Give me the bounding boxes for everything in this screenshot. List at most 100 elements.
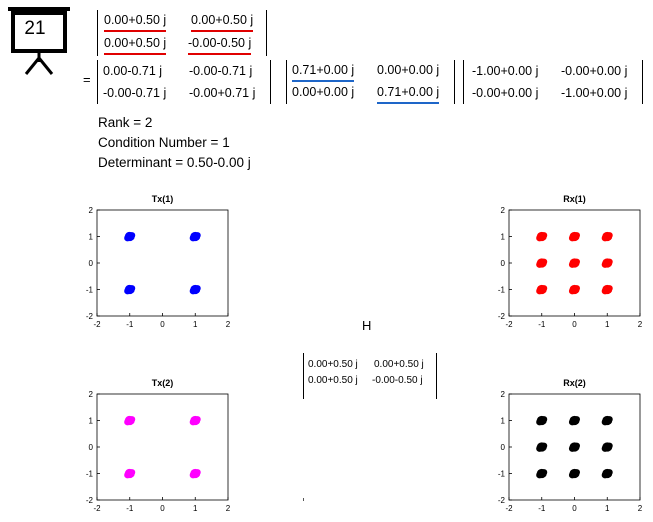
- matrix-cell: 0.00+0.50 j: [374, 359, 424, 370]
- y-tick-label: -2: [86, 496, 94, 505]
- channel-label: H: [362, 318, 372, 333]
- scatter-point: [573, 258, 580, 265]
- scatter-point: [128, 285, 136, 292]
- scatter-point-cluster: [568, 284, 580, 295]
- y-tick-label: 0: [501, 443, 506, 452]
- scatter-plot-tx2: Tx(2) -2 -1 0 1 2 -2 -1 0 1 2: [86, 378, 231, 513]
- scatter-plot-rx2: Rx(2) -2 -1 0 1 2 -2 -1 0 1 2: [498, 378, 643, 513]
- y-tick-label: 1: [89, 417, 94, 426]
- y-tick-label: -1: [498, 470, 506, 479]
- scatter-point: [540, 285, 548, 292]
- y-tick-label: 0: [501, 259, 506, 268]
- scatter-point-cluster: [536, 258, 548, 268]
- matrix-s: 0.71+0.00 j 0.00+0.00 j 0.00+0.00 j 0.71…: [286, 60, 455, 104]
- y-tick-label: 2: [89, 390, 94, 399]
- scatter-point-cluster: [601, 284, 613, 295]
- equals-sign: =: [83, 72, 91, 87]
- matrix-cell: 0.00+0.00 j: [292, 85, 355, 99]
- scatter-point-cluster: [189, 415, 201, 426]
- scatter-point-cluster: [601, 468, 613, 479]
- y-tick-label: 1: [501, 233, 506, 242]
- scatter-point: [573, 232, 580, 239]
- matrix-cell: -1.00+0.00 j: [472, 64, 539, 78]
- scatter-point-cluster: [536, 284, 548, 295]
- matrix-cell: 0.71+0.00 j: [377, 82, 440, 104]
- scatter-point: [606, 258, 613, 265]
- scatter-plot-tx1: Tx(1) -2 -1 0 1 2 -2 -1 0 1 2: [86, 194, 231, 329]
- y-tick-label: 1: [89, 233, 94, 242]
- scatter-point-cluster: [536, 415, 548, 426]
- scatter-point: [194, 285, 201, 292]
- scatter-point-cluster: [601, 231, 613, 242]
- scatter-point-cluster: [189, 284, 201, 295]
- matrix-cell: 0.00+0.50 j: [308, 359, 358, 370]
- matrix-cell: -0.00-0.71 j: [189, 64, 253, 78]
- chart-title: Tx(2): [152, 378, 174, 388]
- scatter-point: [573, 285, 580, 292]
- matrix-cell: -0.00-0.50 j: [188, 33, 252, 55]
- y-tick-label: 0: [89, 443, 94, 452]
- scatter-point-cluster: [124, 468, 136, 479]
- x-tick-label: -1: [538, 504, 546, 513]
- x-tick-label: 0: [160, 504, 165, 513]
- chart-title: Rx(2): [563, 378, 586, 388]
- scatter-point: [606, 416, 613, 423]
- y-tick-label: -2: [498, 312, 506, 321]
- y-tick-label: -1: [86, 470, 94, 479]
- x-tick-label: 2: [226, 320, 231, 329]
- scatter-point-cluster: [601, 258, 613, 268]
- slide-number: 21: [24, 18, 46, 39]
- matrix-cell: 0.00+0.50 j: [104, 33, 167, 55]
- y-tick-label: -1: [498, 286, 506, 295]
- matrix-cell: -0.00-0.50 j: [372, 375, 423, 386]
- scatter-point-cluster: [124, 415, 136, 426]
- y-tick-label: -2: [86, 312, 94, 321]
- y-tick-label: 0: [89, 259, 94, 268]
- scatter-point: [128, 232, 136, 239]
- y-tick-label: 2: [501, 206, 506, 215]
- scatter-point: [128, 416, 136, 423]
- scatter-point-cluster: [189, 231, 201, 242]
- scatter-point: [540, 232, 548, 239]
- x-tick-label: -1: [126, 320, 134, 329]
- x-tick-label: -2: [93, 320, 101, 329]
- x-tick-label: 0: [572, 504, 577, 513]
- chart-title: Rx(1): [563, 194, 586, 204]
- matrix-v: -1.00+0.00 j -0.00+0.00 j -0.00+0.00 j -…: [463, 60, 643, 104]
- y-tick-label: 2: [89, 206, 94, 215]
- scatter-point-cluster: [189, 468, 201, 479]
- y-tick-label: -1: [86, 286, 94, 295]
- matrix-cell: 0.00+0.00 j: [377, 63, 440, 77]
- scatter-plot-rx1: Rx(1) -2 -1 0 1 2 -2 -1 0 1 2: [498, 194, 643, 329]
- plot-frame: [96, 209, 229, 317]
- x-tick-label: 1: [193, 504, 198, 513]
- scatter-point-cluster: [568, 231, 580, 242]
- x-tick-label: 2: [638, 504, 643, 513]
- channel-matrix-top: 0.00+0.50 j 0.00+0.50 j 0.00+0.50 j -0.0…: [97, 10, 267, 56]
- chart-title: Tx(1): [152, 194, 174, 204]
- matrix-u: 0.00-0.71 j -0.00-0.71 j -0.00-0.71 j -0…: [97, 60, 271, 104]
- determinant-text: Determinant = 0.50-0.00 j: [98, 155, 251, 170]
- scatter-point: [194, 232, 201, 239]
- plot-frame: [96, 393, 229, 501]
- scatter-point: [540, 469, 548, 476]
- y-tick-label: 1: [501, 417, 506, 426]
- scatter-point: [606, 232, 613, 239]
- channel-matrix-center: 0.00+0.50 j 0.00+0.50 j 0.00+0.50 j -0.0…: [303, 353, 437, 399]
- condition-number-text: Condition Number = 1: [98, 135, 230, 150]
- scatter-point-cluster: [568, 415, 580, 426]
- x-tick-label: -2: [93, 504, 101, 513]
- x-tick-label: -1: [538, 320, 546, 329]
- presentation-board-icon: [4, 4, 74, 76]
- divider-tick: [303, 498, 304, 501]
- scatter-point-cluster: [601, 442, 613, 452]
- scatter-point: [573, 442, 580, 449]
- rank-text: Rank = 2: [98, 115, 153, 130]
- scatter-point: [606, 442, 613, 449]
- x-tick-label: 0: [160, 320, 165, 329]
- scatter-point: [573, 416, 580, 423]
- scatter-point: [128, 469, 136, 476]
- scatter-point-cluster: [601, 415, 613, 426]
- x-tick-label: -2: [505, 320, 513, 329]
- scatter-point-cluster: [568, 258, 580, 268]
